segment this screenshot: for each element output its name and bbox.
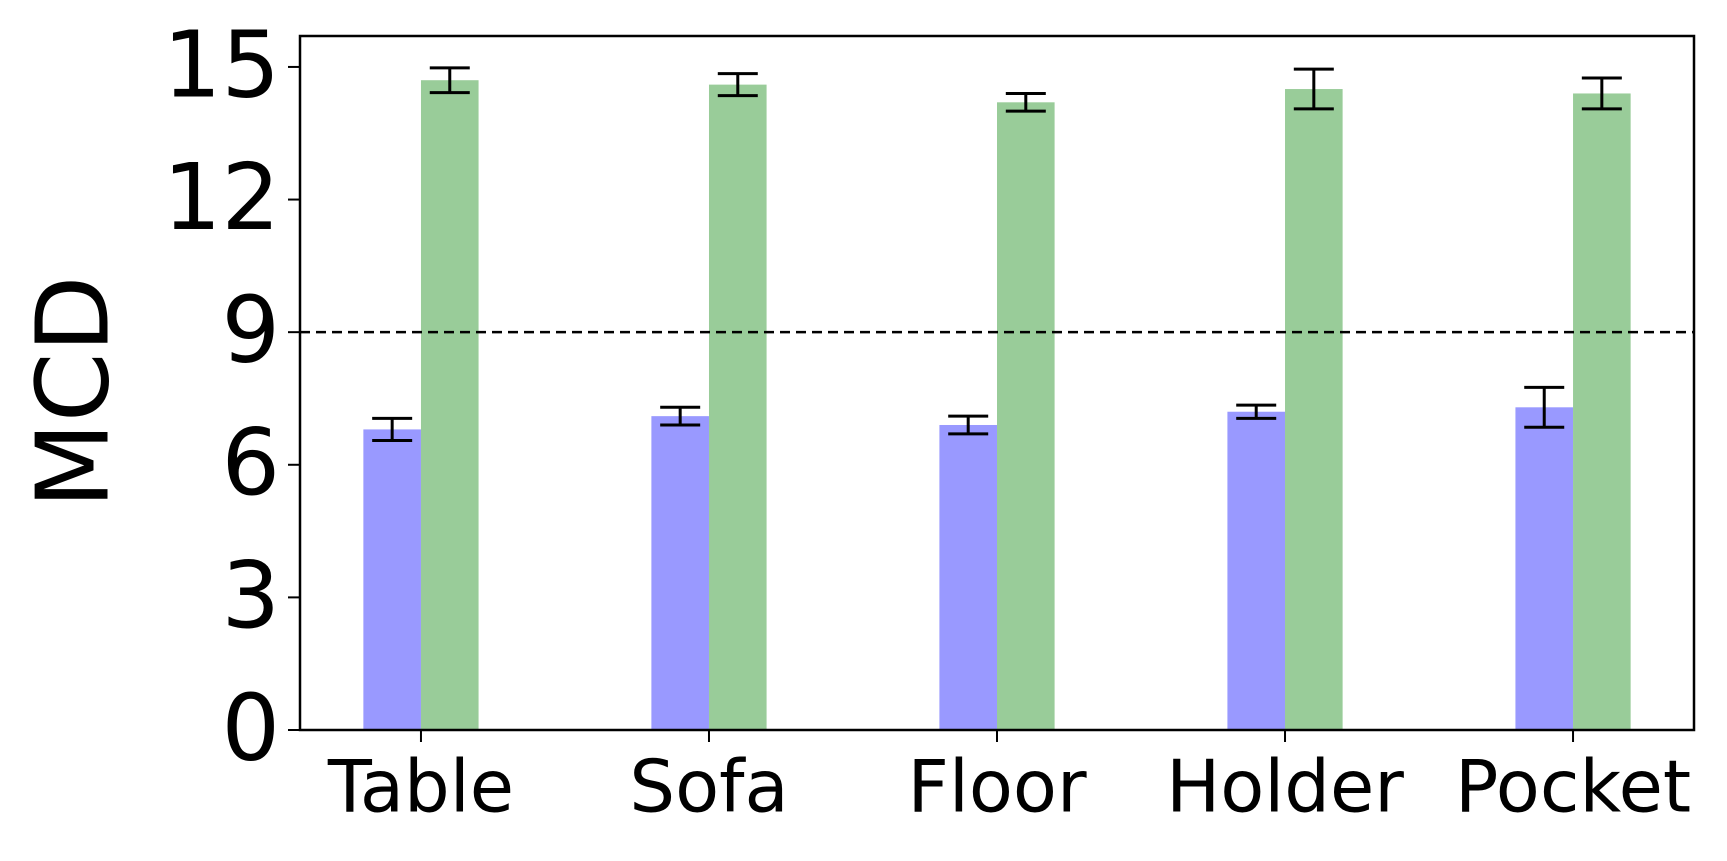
error-bar [1293,67,1334,111]
error-bar [717,72,758,98]
x-tick-label: Pocket [1455,745,1691,829]
x-tick-label: Table [327,745,514,829]
error-bar [1236,403,1277,420]
error-bar [372,416,413,442]
error-bar [1005,91,1046,113]
error-bar [429,66,470,95]
y-tick-label: 12 [163,144,280,251]
bar [420,80,479,731]
bar [939,424,997,730]
bar [1573,93,1631,730]
bar [1227,411,1286,730]
bar [363,429,421,730]
x-tick-label: Holder [1166,745,1404,829]
y-tick-label: 15 [163,11,280,118]
bar [1285,89,1343,731]
y-axis-label: MCD [14,275,131,508]
plot-frame [298,34,1696,732]
error-bar [660,405,701,427]
bar [997,102,1055,731]
y-tick-label: 6 [221,409,280,516]
error-bar [948,414,989,436]
bar [651,416,709,730]
bar [1515,407,1574,730]
y-tick-label: 3 [221,542,280,649]
bar [708,84,767,730]
error-bar [1524,385,1565,429]
x-tick-label: Floor [907,745,1087,829]
error-bar [1581,76,1622,111]
y-tick-label: 0 [221,674,280,781]
y-tick-label: 9 [221,277,280,384]
x-tick-label: Sofa [629,745,788,829]
